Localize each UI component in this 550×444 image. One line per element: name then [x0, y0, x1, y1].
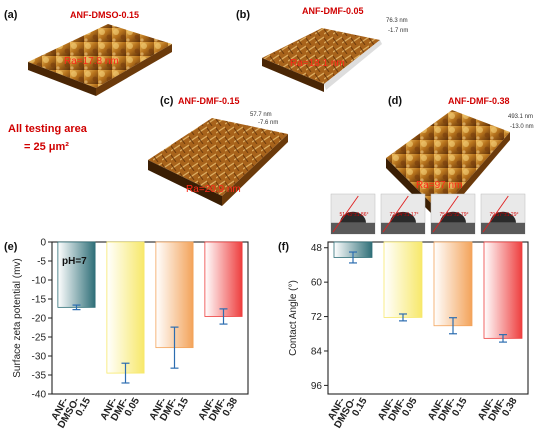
afm-z-max: 57.7 nm	[250, 112, 272, 118]
afm-ra-value: Ra=20.9 nm	[186, 184, 241, 195]
afm-surface-b-side	[262, 58, 324, 92]
afm-panel-title: ANF-DMF-0.38	[448, 96, 510, 106]
y-tick-label: -10	[32, 276, 47, 287]
bar	[57, 241, 96, 308]
tangent-line	[432, 195, 459, 233]
droplet-substrate	[381, 222, 425, 234]
bar	[106, 241, 145, 374]
afm-surface-a-side2	[96, 44, 172, 96]
y-tick-label: 60	[311, 278, 323, 289]
panel-letter-f: (f)	[278, 241, 289, 253]
plot-frame	[327, 241, 529, 395]
afm-surface-d	[386, 110, 510, 212]
afm-panel-a: (a) ANF-DMSO-0.15 Ra=17.8 nm	[4, 9, 172, 96]
afm-z-min: -1.7 nm	[388, 28, 408, 34]
afm-z-max: 493.1 nm	[508, 114, 533, 120]
tangent-line	[332, 195, 359, 233]
droplet-angle-label: 79.57°±1.29°	[490, 212, 519, 218]
afm-surface-d-side	[386, 158, 440, 222]
afm-surface-c-side	[148, 160, 222, 206]
afm-panel-title: ANF-DMSO-0.15	[70, 10, 139, 20]
afm-ra-value: Ra=17.8 nm	[64, 56, 119, 67]
y-tick-label: 0	[40, 238, 46, 249]
droplet-substrate	[431, 222, 475, 234]
droplet-substrate	[331, 222, 375, 234]
y-tick-label: -25	[32, 333, 47, 344]
droplet-angle-label: 72.34°±1.17°	[390, 212, 419, 218]
y-axis-label: Surface zeta potential (mv)	[12, 258, 23, 378]
y-axis-label: Contact Angle (°)	[288, 280, 299, 356]
afm-panel-c: (c) ANF-DMF-0.15 57.7 nm -7.6 nm Ra=20.9…	[148, 95, 288, 206]
testing-area-line2: = 25 μm²	[24, 141, 69, 153]
chart-annotation: pH=7	[62, 256, 87, 267]
afm-panel-letter: (c)	[160, 95, 174, 107]
afm-surface-a	[28, 24, 172, 88]
afm-panel-letter: (b)	[236, 9, 250, 21]
droplet-shape	[440, 211, 466, 223]
testing-area-note: All testing area = 25 μm²	[8, 123, 88, 153]
testing-area-line1: All testing area	[8, 123, 88, 135]
y-tick-label: 96	[311, 381, 323, 392]
afm-z-min: -7.6 nm	[258, 120, 278, 126]
tangent-line	[482, 195, 509, 233]
afm-ra-value: Ra=97 nm	[416, 180, 462, 191]
tangent-line	[382, 195, 409, 233]
afm-surface-b-axis	[324, 40, 382, 90]
droplet-shape	[340, 211, 366, 223]
bar	[433, 241, 473, 327]
droplet-angle-label: 75.15°±2.79°	[440, 212, 469, 218]
afm-surface-b	[262, 28, 380, 84]
zeta-potential-chart: (e) 0 -5 -10 -15 -20 -25 -30 -35 -40 Surface zeta…	[4, 238, 249, 430]
afm-panel-title: ANF-DMF-0.05	[302, 6, 364, 16]
afm-surface-c	[148, 118, 288, 196]
droplet-shape	[490, 211, 516, 223]
y-tick-label: -5	[37, 257, 46, 268]
afm-surface-c-side2	[222, 134, 288, 206]
y-tick-label: 72	[311, 312, 323, 323]
y-tick-label: -35	[32, 371, 47, 382]
afm-panel-letter: (d)	[388, 95, 402, 107]
droplet-angle-label: 51.43°±1.86°	[340, 212, 369, 218]
bar	[483, 241, 523, 339]
afm-panel-title: ANF-DMF-0.15	[178, 96, 240, 106]
afm-z-min: -13.0 nm	[510, 124, 534, 130]
y-tick-label: 48	[311, 243, 323, 254]
afm-surface-a-side	[28, 62, 96, 96]
bar	[204, 241, 243, 317]
afm-panel-letter: (a)	[4, 9, 18, 21]
bar	[383, 241, 423, 318]
droplet-shape	[390, 211, 416, 223]
panel-letter-e: (e)	[4, 241, 18, 253]
droplet-substrate	[481, 222, 525, 234]
afm-z-max: 76.3 nm	[386, 18, 408, 24]
y-tick-label: -30	[32, 352, 47, 363]
afm-ra-value: Ra=18.1 nm	[290, 58, 345, 69]
y-tick-label: -40	[32, 390, 47, 401]
y-tick-label: -20	[32, 314, 47, 325]
y-tick-label: 84	[311, 346, 323, 357]
afm-panel-b: (b) ANF-DMF-0.05 76.3 nm -1.7 nm Ra=18.1…	[236, 6, 408, 92]
y-tick-label: -15	[32, 295, 47, 306]
